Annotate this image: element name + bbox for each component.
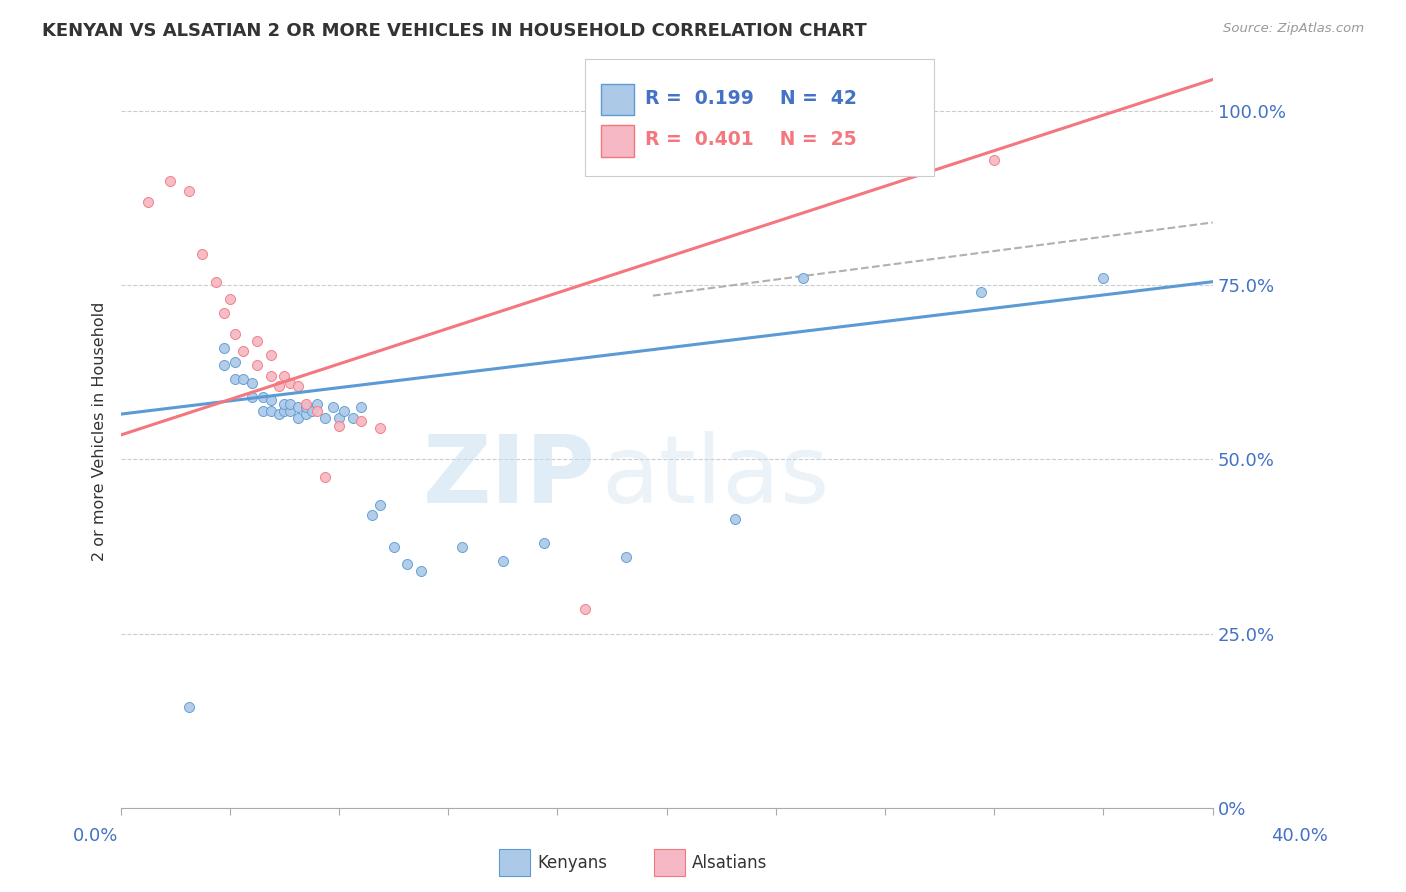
- Point: [368, 421, 391, 435]
- Point: [314, 470, 336, 484]
- Point: [240, 390, 263, 404]
- Point: [273, 403, 295, 417]
- Point: [177, 184, 200, 198]
- Point: [214, 306, 236, 320]
- Point: [246, 359, 269, 373]
- Point: [218, 292, 240, 306]
- Point: [278, 397, 301, 411]
- Point: [295, 400, 318, 414]
- Point: [278, 403, 301, 417]
- Point: [177, 700, 200, 714]
- Point: [159, 173, 181, 187]
- Point: [260, 368, 283, 383]
- Text: 40.0%: 40.0%: [1271, 827, 1327, 845]
- Text: Source: ZipAtlas.com: Source: ZipAtlas.com: [1223, 22, 1364, 36]
- Point: [983, 153, 1005, 167]
- Point: [267, 379, 290, 393]
- Point: [205, 275, 228, 289]
- Text: KENYAN VS ALSATIAN 2 OR MORE VEHICLES IN HOUSEHOLD CORRELATION CHART: KENYAN VS ALSATIAN 2 OR MORE VEHICLES IN…: [42, 22, 868, 40]
- Point: [295, 407, 318, 421]
- Text: R =  0.401    N =  25: R = 0.401 N = 25: [645, 130, 856, 149]
- Point: [350, 400, 373, 414]
- Point: [342, 410, 364, 425]
- Text: 0.0%: 0.0%: [73, 827, 118, 845]
- Point: [252, 403, 274, 417]
- Point: [246, 334, 269, 348]
- Point: [273, 368, 295, 383]
- Point: [333, 403, 356, 417]
- Point: [724, 512, 747, 526]
- Bar: [602, 84, 634, 115]
- Point: [214, 341, 236, 355]
- Point: [260, 403, 283, 417]
- Point: [260, 393, 283, 408]
- Text: Kenyans: Kenyans: [537, 854, 607, 871]
- Point: [224, 355, 246, 369]
- Point: [278, 376, 301, 390]
- Text: atlas: atlas: [602, 431, 830, 523]
- Point: [191, 247, 214, 261]
- Point: [214, 359, 236, 373]
- Point: [409, 564, 432, 578]
- Point: [450, 540, 472, 554]
- Text: □: □: [506, 854, 527, 873]
- Point: [350, 414, 373, 428]
- Point: [240, 376, 263, 390]
- Point: [1092, 271, 1115, 285]
- FancyBboxPatch shape: [585, 59, 934, 176]
- Point: [328, 410, 350, 425]
- Point: [273, 397, 295, 411]
- Text: ZIP: ZIP: [423, 431, 596, 523]
- Point: [314, 410, 336, 425]
- Point: [301, 403, 323, 417]
- Point: [260, 348, 283, 362]
- Y-axis label: 2 or more Vehicles in Household: 2 or more Vehicles in Household: [93, 301, 107, 561]
- Point: [614, 550, 637, 565]
- Point: [307, 397, 329, 411]
- Point: [287, 410, 309, 425]
- Point: [368, 498, 391, 512]
- Point: [232, 344, 254, 359]
- Point: [287, 400, 309, 414]
- Point: [295, 397, 318, 411]
- Point: [328, 419, 350, 434]
- Point: [969, 285, 991, 300]
- Point: [136, 194, 159, 209]
- Point: [267, 407, 290, 421]
- Point: [322, 400, 344, 414]
- Point: [224, 372, 246, 386]
- Point: [533, 536, 555, 550]
- Text: R =  0.199    N =  42: R = 0.199 N = 42: [645, 88, 856, 108]
- Point: [382, 540, 405, 554]
- Point: [360, 508, 382, 523]
- Point: [307, 403, 329, 417]
- Point: [792, 271, 814, 285]
- Point: [287, 379, 309, 393]
- Point: [574, 602, 596, 616]
- Point: [252, 390, 274, 404]
- Point: [232, 372, 254, 386]
- Point: [396, 557, 419, 571]
- Text: Alsatians: Alsatians: [692, 854, 768, 871]
- Point: [492, 553, 515, 567]
- Point: [224, 326, 246, 341]
- Bar: [602, 125, 634, 157]
